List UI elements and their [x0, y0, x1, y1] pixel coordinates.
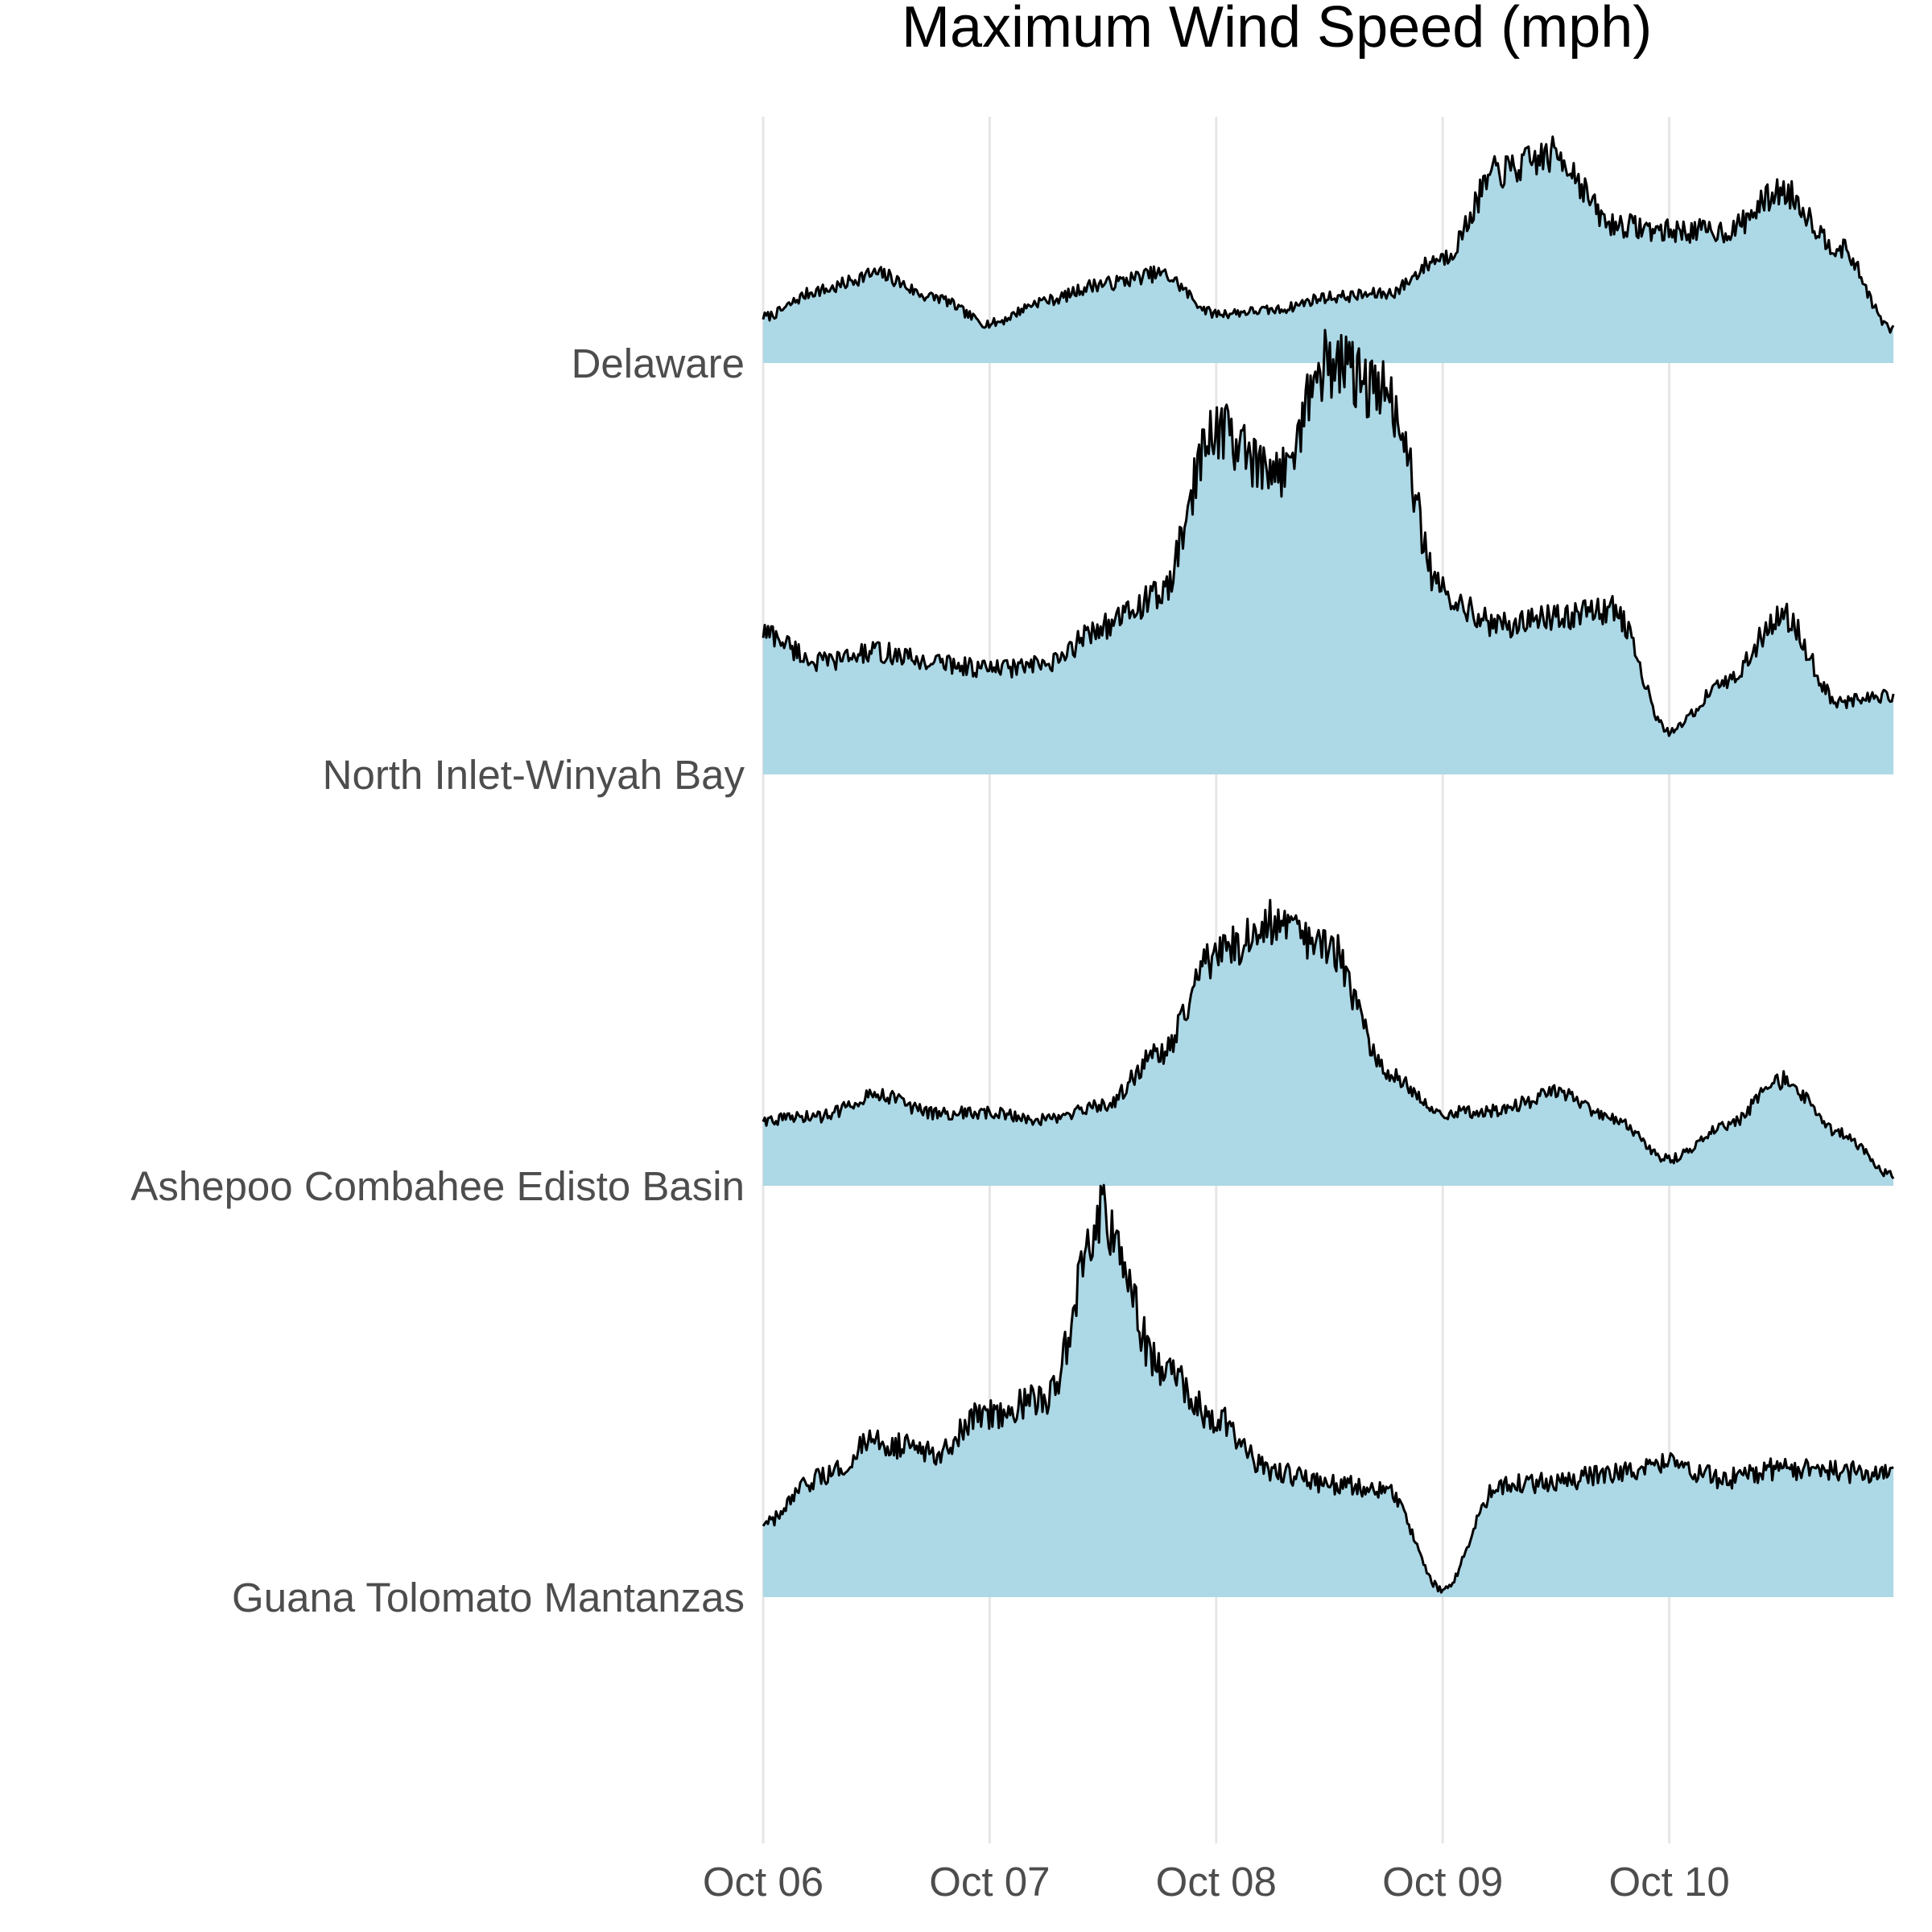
ridge-3	[762, 898, 1895, 1186]
ridge-area	[763, 900, 1894, 1186]
ridge-line	[762, 898, 1895, 1179]
x-tick-label: Oct 08	[1156, 1859, 1277, 1905]
ridge-area	[763, 136, 1894, 364]
ridge-line	[762, 1183, 1894, 1594]
x-tick-label: Oct 07	[929, 1859, 1050, 1905]
x-tick-labels: Oct 06 Oct 07 Oct 08 Oct 09 Oct 10	[703, 1859, 1730, 1905]
x-tick-label: Oct 09	[1382, 1859, 1503, 1905]
ridge-1	[762, 135, 1895, 364]
ridges	[762, 135, 1895, 1597]
chart-title: Maximum Wind Speed (mph)	[902, 0, 1652, 60]
ridge-2	[762, 328, 1895, 774]
ridge-line	[762, 135, 1895, 334]
ridge-label: Ashepoo Combahee Edisto Basin	[130, 1163, 745, 1209]
ridge-4	[762, 1183, 1894, 1597]
ridge-label: Delaware	[572, 341, 745, 386]
ridge-labels: Delaware North Inlet-Winyah Bay Ashepoo Co…	[130, 341, 745, 1620]
x-tick-label: Oct 10	[1608, 1859, 1729, 1905]
ridge-line	[762, 328, 1895, 737]
ridge-area	[763, 1185, 1894, 1597]
ridge-label: Guana Tolomato Mantanzas	[232, 1575, 745, 1620]
x-tick-label: Oct 06	[703, 1859, 824, 1905]
ridge-label: North Inlet-Winyah Bay	[323, 752, 745, 798]
ridge-area	[763, 330, 1894, 774]
